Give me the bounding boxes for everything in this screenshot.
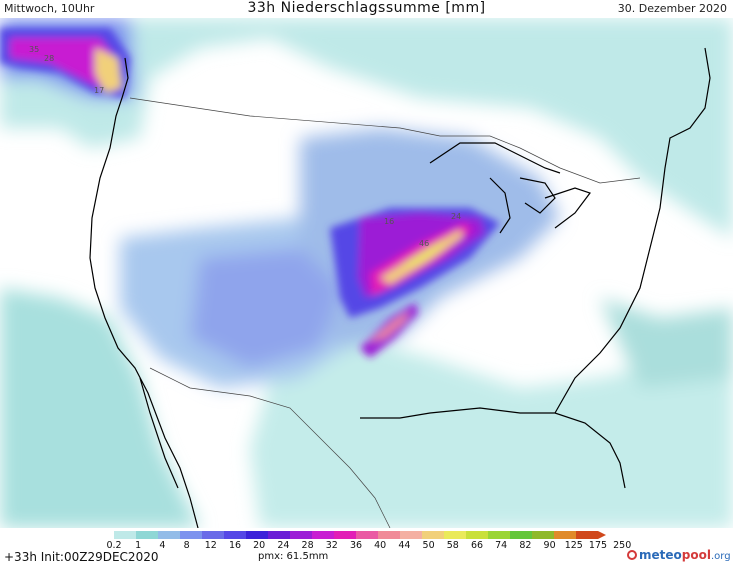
colorbar-segment [158, 531, 180, 539]
colorbar-segment [312, 531, 334, 539]
colorbar-segment [378, 531, 400, 539]
map-value-label: 17 [94, 86, 104, 95]
colorbar-segment [136, 531, 158, 539]
colorbar-tick-label: 20 [253, 540, 266, 551]
colorbar-tick-label: 44 [398, 540, 411, 551]
title-bar: Mittwoch, 10Uhr 33h Niederschlagssumme [… [0, 0, 733, 18]
colorbar-segment [334, 531, 356, 539]
colorbar-tick-label: 1 [135, 540, 142, 551]
colorbar-segment [554, 531, 576, 539]
colorbar-segment [268, 531, 290, 539]
colorbar-tick-label: 50 [422, 540, 435, 551]
footer: 0.2 1 4 8 12 16 20 24 28 32 36 40 44 50 58 66 74 82 90 125 1… [0, 528, 733, 566]
map-value-label: 35 [29, 45, 39, 54]
colorbar-segment [510, 531, 532, 539]
colorbar-segment [422, 531, 444, 539]
colorbar-segment [224, 531, 246, 539]
colorbar-tick-label: 32 [325, 540, 338, 551]
weekday-time-label: Mittwoch, 10Uhr [4, 2, 95, 15]
map-canvas: 35 28 17 16 24 46 [0, 18, 733, 528]
colorbar-tick-label: 36 [349, 540, 363, 551]
run-info: +33h Init:00Z29DEC2020 [4, 550, 159, 564]
colorbar-tick-label: 175 [588, 540, 608, 551]
pmax-label: pmx: 61.5mm [258, 551, 329, 562]
colorbar-segment [290, 531, 312, 539]
colorbar-segment [576, 531, 598, 539]
value-labels: 35 28 17 16 24 46 [29, 45, 461, 248]
country-borders [129, 97, 641, 528]
colorbar-segment [444, 531, 466, 539]
colorbar-tick-label: 4 [159, 540, 166, 551]
colorbar-segment [400, 531, 422, 539]
meteopool-logo[interactable]: meteopool.org [627, 548, 731, 562]
colorbar-arrow [598, 531, 606, 539]
colorbar-tick-label: 8 [183, 540, 190, 551]
colorbar-tick-label: 250 [613, 540, 632, 551]
colorbar-segment [356, 531, 378, 539]
colorbar-segment [202, 531, 224, 539]
colorbar-tick-label: 74 [495, 540, 508, 551]
colorbar-ticks: 0.2 1 4 8 12 16 20 24 28 32 36 40 44 50 58 66 74 82 90 125 1… [104, 540, 644, 552]
colorbar-tick-label: 125 [564, 540, 583, 551]
logo-icon [627, 550, 637, 560]
colorbar-segment [180, 531, 202, 539]
valid-date-label: 30. Dezember 2020 [617, 2, 727, 15]
colorbar-tick-label: 16 [228, 540, 242, 551]
colorbar-tick-label: 28 [301, 540, 314, 551]
colorbar-tick-label: 24 [277, 540, 290, 551]
colorbar-tick-label: 66 [470, 540, 484, 551]
precipitation-map: 35 28 17 16 24 46 [0, 18, 733, 528]
colorbar-tick-label: 58 [446, 540, 459, 551]
colorbar-segment [246, 531, 268, 539]
colorbar-segment [488, 531, 510, 539]
colorbar-tick-label: 82 [519, 540, 532, 551]
map-value-label: 24 [451, 212, 461, 221]
colorbar-tick-label: 90 [543, 540, 556, 551]
precip-field-heavy [0, 28, 500, 358]
colorbar-tick-label: 12 [204, 540, 217, 551]
colorbar-segment [532, 531, 554, 539]
map-value-label: 28 [44, 54, 54, 63]
map-value-label: 16 [384, 217, 394, 226]
colorbar-tick-label: 40 [374, 540, 387, 551]
map-value-label: 46 [419, 239, 429, 248]
colorbar-segment [114, 531, 136, 539]
coastlines [89, 47, 711, 528]
colorbar-segment [466, 531, 488, 539]
map-title: 33h Niederschlagssumme [mm] [247, 0, 486, 16]
colorbar [114, 531, 606, 539]
colorbar-tick-label: 0.2 [106, 540, 122, 551]
